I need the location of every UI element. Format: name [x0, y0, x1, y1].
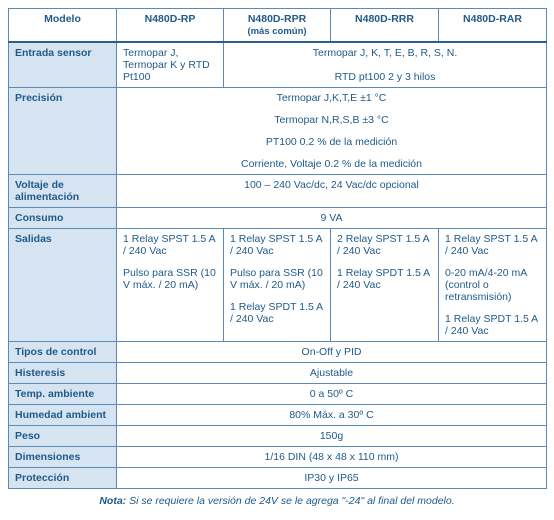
proteccion-value: IP30 y IP65: [117, 468, 547, 489]
precision-l3: PT100 0.2 % de la medición: [123, 136, 540, 148]
salidas-c2-p2: Pulso para SSR (10 V máx. / 20 mA): [230, 267, 324, 291]
row-tipos-control: Tipos de control On-Off y PID: [9, 342, 547, 363]
entrada-col1-l1: Termopar J,: [123, 47, 178, 59]
precision-value: Termopar J,K,T,E ±1 °C Termopar N,R,S,B …: [117, 88, 547, 175]
precision-l2: Termopar N,R,S,B ±3 °C: [123, 114, 540, 126]
salidas-c3-p2: 1 Relay SPDT 1.5 A / 240 Vac: [337, 267, 432, 291]
label-temp-ambiente: Temp. ambiente: [9, 384, 117, 405]
label-precision: Precisión: [9, 88, 117, 175]
entrada-col234-l2: RTD pt100 2 y 3 hilos: [335, 71, 436, 83]
footnote-bold: Nota:: [99, 495, 126, 507]
row-humedad: Humedad ambient 80% Máx. a 30º C: [9, 405, 547, 426]
entrada-col234: Termopar J, K, T, E, B, R, S, N. RTD pt1…: [224, 42, 547, 88]
salidas-c2-p1: 1 Relay SPST 1.5 A / 240 Vac: [230, 233, 324, 257]
entrada-col1: Termopar J, Termopar K y RTD Pt100: [117, 42, 224, 88]
header-col2-title: N480D-RPR: [248, 13, 306, 25]
salidas-c4-p2: 0-20 mA/4-20 mA (control o retransmisión…: [445, 267, 540, 303]
salidas-c2: 1 Relay SPST 1.5 A / 240 Vac Pulso para …: [224, 229, 331, 342]
label-humedad: Humedad ambient: [9, 405, 117, 426]
label-proteccion: Protección: [9, 468, 117, 489]
entrada-col234-l1: Termopar J, K, T, E, B, R, S, N.: [313, 47, 458, 59]
precision-l1: Termopar J,K,T,E ±1 °C: [123, 92, 540, 104]
salidas-c1-p2: Pulso para SSR (10 V máx. / 20 mA): [123, 267, 217, 291]
salidas-c3: 2 Relay SPST 1.5 A / 240 Vac 1 Relay SPD…: [331, 229, 439, 342]
row-salidas: Salidas 1 Relay SPST 1.5 A / 240 Vac Pul…: [9, 229, 547, 342]
row-entrada: Entrada sensor Termopar J, Termopar K y …: [9, 42, 547, 88]
tipos-control-value: On-Off y PID: [117, 342, 547, 363]
row-peso: Peso 150g: [9, 426, 547, 447]
salidas-c1-p1: 1 Relay SPST 1.5 A / 240 Vac: [123, 233, 217, 257]
label-entrada: Entrada sensor: [9, 42, 117, 88]
dimensiones-value: 1/16 DIN (48 x 48 x 110 mm): [117, 447, 547, 468]
label-voltaje: Voltaje de alimentación: [9, 175, 117, 208]
footnote: Nota: Si se requiere la versión de 24V s…: [8, 495, 546, 507]
header-col1: N480D-RP: [117, 9, 224, 43]
humedad-value: 80% Máx. a 30º C: [117, 405, 547, 426]
label-tipos-control: Tipos de control: [9, 342, 117, 363]
header-col3: N480D-RRR: [331, 9, 439, 43]
row-precision: Precisión Termopar J,K,T,E ±1 °C Termopa…: [9, 88, 547, 175]
label-peso: Peso: [9, 426, 117, 447]
label-histeresis: Histeresis: [9, 363, 117, 384]
row-consumo: Consumo 9 VA: [9, 208, 547, 229]
label-salidas: Salidas: [9, 229, 117, 342]
header-col4: N480D-RAR: [439, 9, 547, 43]
consumo-value: 9 VA: [117, 208, 547, 229]
row-temp-ambiente: Temp. ambiente 0 a 50º C: [9, 384, 547, 405]
salidas-c3-p1: 2 Relay SPST 1.5 A / 240 Vac: [337, 233, 432, 257]
salidas-c1: 1 Relay SPST 1.5 A / 240 Vac Pulso para …: [117, 229, 224, 342]
footnote-text: Si se requiere la versión de 24V se le a…: [126, 495, 454, 507]
row-histeresis: Histeresis Ajustable: [9, 363, 547, 384]
entrada-col1-l2: Termopar K y RTD Pt100: [123, 59, 210, 83]
peso-value: 150g: [117, 426, 547, 447]
histeresis-value: Ajustable: [117, 363, 547, 384]
row-dimensiones: Dimensiones 1/16 DIN (48 x 48 x 110 mm): [9, 447, 547, 468]
label-consumo: Consumo: [9, 208, 117, 229]
header-col2-sub: (más común): [247, 26, 306, 37]
header-modelo: Modelo: [9, 9, 117, 43]
row-voltaje: Voltaje de alimentación 100 – 240 Vac/dc…: [9, 175, 547, 208]
salidas-c2-p3: 1 Relay SPDT 1.5 A / 240 Vac: [230, 301, 324, 325]
label-dimensiones: Dimensiones: [9, 447, 117, 468]
salidas-c4-p3: 1 Relay SPDT 1.5 A / 240 Vac: [445, 313, 540, 337]
header-row: Modelo N480D-RP N480D-RPR (más común) N4…: [9, 9, 547, 43]
precision-l4: Corriente, Voltaje 0.2 % de la medición: [123, 158, 540, 170]
row-proteccion: Protección IP30 y IP65: [9, 468, 547, 489]
header-col2: N480D-RPR (más común): [224, 9, 331, 43]
salidas-c4-p1: 1 Relay SPST 1.5 A / 240 Vac: [445, 233, 540, 257]
salidas-c4: 1 Relay SPST 1.5 A / 240 Vac 0-20 mA/4-2…: [439, 229, 547, 342]
spec-table: Modelo N480D-RP N480D-RPR (más común) N4…: [8, 8, 547, 489]
temp-ambiente-value: 0 a 50º C: [117, 384, 547, 405]
voltaje-value: 100 – 240 Vac/dc, 24 Vac/dc opcional: [117, 175, 547, 208]
